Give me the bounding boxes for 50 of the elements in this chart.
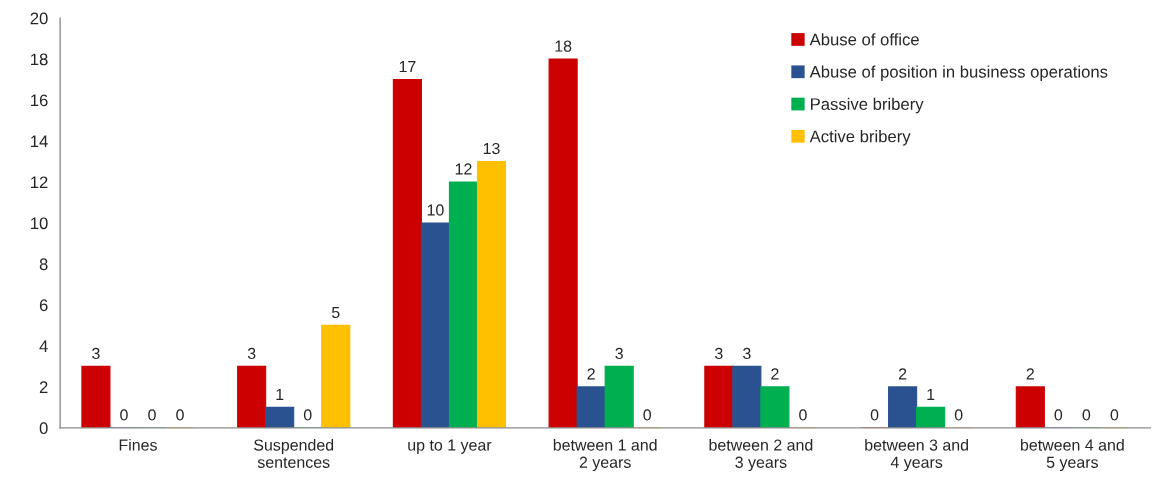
y-tick-label: 14 (31, 135, 48, 148)
data-label: 5 (331, 306, 340, 319)
x-tick-label: Fines (119, 438, 157, 451)
data-label: 2 (587, 368, 595, 380)
data-label: 3 (743, 347, 751, 360)
data-label: 3 (615, 347, 623, 360)
data-label: 17 (399, 61, 416, 73)
data-label: 1 (276, 388, 284, 400)
x-tick-label: up to 1 year (408, 439, 492, 454)
data-label: 3 (715, 347, 723, 360)
data-label: 0 (176, 409, 184, 421)
y-tick-label: 8 (39, 258, 48, 271)
y-tick-label: 10 (31, 217, 48, 230)
data-label: 0 (120, 409, 128, 421)
legend-label: Passive bribery (811, 97, 924, 114)
y-tick-label: 0 (39, 422, 48, 435)
legend-label: Abuse of position in business operations (809, 65, 1108, 82)
y-tick-label: 16 (31, 94, 48, 107)
y-tick-label: 20 (30, 12, 48, 25)
data-label: 0 (643, 409, 652, 421)
y-tick-label: 4 (39, 340, 48, 352)
data-label: 2 (898, 368, 907, 380)
data-label: 2 (771, 368, 779, 380)
data-label: 0 (303, 409, 312, 421)
y-tick-label: 6 (39, 299, 48, 312)
data-label: 3 (92, 347, 100, 360)
data-label: 3 (247, 347, 256, 360)
data-label: 10 (427, 204, 444, 216)
data-label: 13 (483, 142, 500, 155)
data-label: 0 (954, 409, 963, 421)
data-label: 1 (927, 388, 935, 400)
data-label: 2 (1026, 368, 1034, 380)
x-tick-label: between 2 and 3 years (709, 438, 813, 472)
x-tick-label: Suspended sentences (254, 438, 334, 468)
x-tick-label: between 4 and 5 years (1020, 438, 1124, 472)
data-label: 0 (1054, 409, 1063, 421)
data-label: 12 (455, 163, 472, 175)
y-tick-label: 12 (31, 176, 48, 189)
data-label: 0 (799, 409, 807, 421)
data-label: 0 (1082, 409, 1091, 421)
data-label: 18 (555, 40, 572, 52)
legend-label: Abuse of office (809, 33, 919, 46)
x-tick-label: between 1 and 2 years (553, 438, 657, 472)
y-tick-label: 18 (31, 53, 48, 66)
data-label: 0 (870, 409, 879, 421)
y-tick-label: 2 (39, 381, 48, 393)
data-label: 0 (148, 409, 156, 421)
x-tick-label: between 3 and 4 years (865, 438, 968, 472)
legend-label: Active bribery (809, 130, 911, 146)
data-label: 0 (1110, 409, 1119, 421)
